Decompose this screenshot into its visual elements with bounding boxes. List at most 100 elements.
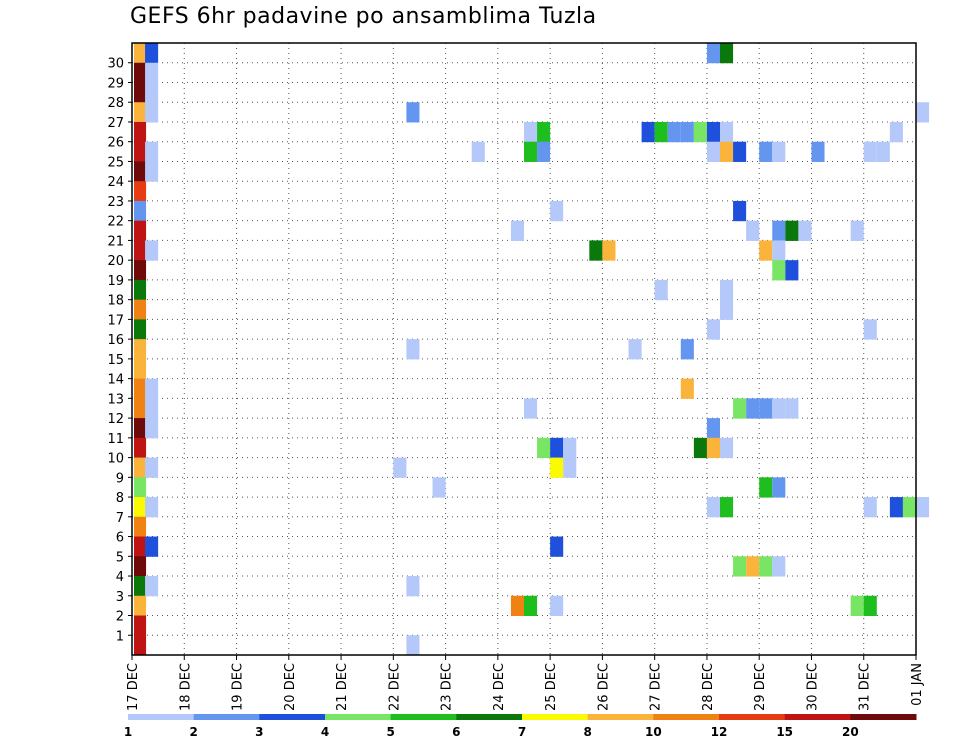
heatmap-cell <box>145 536 159 557</box>
heatmap-cell <box>706 497 720 518</box>
y-tick-label: 21 <box>107 234 124 249</box>
heatmap-cell <box>134 516 147 538</box>
legend-swatch <box>719 714 786 720</box>
heatmap-cell <box>706 121 720 143</box>
heatmap-cell <box>406 635 420 656</box>
y-tick-label: 18 <box>107 294 124 309</box>
heatmap-cell <box>432 477 446 498</box>
y-tick-label: 6 <box>116 531 124 546</box>
legend-label: 20 <box>842 725 859 739</box>
heatmap-cell <box>693 121 707 143</box>
heatmap-cell <box>134 121 147 143</box>
heatmap-cell <box>850 595 864 617</box>
y-tick-label: 10 <box>107 452 124 467</box>
plot-frame <box>131 42 917 656</box>
y-tick-label: 20 <box>107 254 124 269</box>
heatmap-cell <box>134 240 147 261</box>
heatmap-cell <box>134 556 147 577</box>
y-tick-label: 11 <box>107 432 124 447</box>
heatmap-cell <box>393 457 407 478</box>
heatmap-cell <box>772 556 786 577</box>
heatmap-cell <box>798 220 812 241</box>
heatmap-cell <box>134 200 147 222</box>
heatmap-cell <box>134 595 147 617</box>
heatmap-cell <box>134 102 147 123</box>
heatmap-cell <box>706 43 720 64</box>
heatmap-cell <box>134 497 147 518</box>
heatmap-cell <box>759 556 773 577</box>
heatmap-cell <box>876 141 890 162</box>
y-tick-label: 12 <box>107 412 124 427</box>
legend-label: 15 <box>776 725 793 739</box>
y-tick-label: 1 <box>116 629 124 644</box>
legend-label: 8 <box>583 725 591 739</box>
heatmap-cell <box>145 418 159 439</box>
heatmap-cell <box>145 141 159 162</box>
heatmap-cell <box>654 279 668 301</box>
heatmap-cell <box>746 220 760 241</box>
heatmap-cell <box>733 141 747 162</box>
heatmap-cell <box>772 141 786 162</box>
heatmap-cell <box>134 378 147 399</box>
heatmap-cell <box>720 279 734 301</box>
y-tick-label: 25 <box>107 155 124 170</box>
heatmap-cell <box>916 102 930 123</box>
y-tick-label: 13 <box>107 392 124 407</box>
heatmap-cell <box>134 141 147 162</box>
heatmap-cell <box>510 595 524 617</box>
legend-label: 10 <box>645 725 662 739</box>
x-tick-label: 23 DEC <box>440 663 455 711</box>
heatmap-cell <box>510 220 524 241</box>
heatmap-cell <box>406 102 420 123</box>
heatmap-cell <box>537 437 551 459</box>
heatmap-cell <box>524 595 538 617</box>
heatmap-cell <box>134 181 147 202</box>
heatmap-cell <box>134 82 147 103</box>
y-tick-label: 14 <box>107 373 124 388</box>
heatmap-cell <box>733 556 747 577</box>
heatmap-cell <box>759 240 773 261</box>
heatmap-cell <box>134 260 147 281</box>
heatmap-cell <box>563 457 577 478</box>
heatmap-cell <box>550 595 564 617</box>
heatmap-cell <box>772 477 786 498</box>
heatmap-cell <box>720 299 734 320</box>
heatmap-cell <box>759 398 773 419</box>
heatmap-cell <box>811 141 825 162</box>
heatmap-cell <box>134 437 147 459</box>
heatmap-cell <box>628 339 642 360</box>
heatmap-cell <box>680 121 694 143</box>
heatmap-cell <box>145 457 159 478</box>
heatmap-cell <box>785 398 799 419</box>
heatmap-cell <box>406 339 420 360</box>
y-tick-label: 7 <box>116 511 124 526</box>
y-tick-label: 24 <box>107 175 124 190</box>
heatmap-cell <box>134 161 147 182</box>
heatmap-cell <box>720 437 734 459</box>
y-tick-label: 26 <box>107 136 124 151</box>
heatmap-cell <box>134 536 147 557</box>
y-tick-label: 19 <box>107 274 124 289</box>
heatmap-cell <box>889 497 903 518</box>
heatmap-cell <box>720 121 734 143</box>
heatmap-cell <box>134 576 147 597</box>
heatmap-cell <box>145 82 159 103</box>
x-tick-label: 21 DEC <box>335 663 350 711</box>
y-tick-label: 17 <box>107 313 124 328</box>
x-tick-label: 27 DEC <box>649 663 664 711</box>
heatmap-cell <box>889 121 903 143</box>
heatmap-cell <box>680 378 694 399</box>
x-tick-label: 01 JAN <box>910 663 925 706</box>
heatmap-cell <box>746 398 760 419</box>
heatmap-cell <box>134 635 147 656</box>
legend-swatch <box>390 714 457 720</box>
heatmap-cell <box>524 121 538 143</box>
heatmap-cell <box>720 43 734 64</box>
heatmap-cell <box>706 418 720 439</box>
heatmap-cell <box>145 161 159 182</box>
heatmap-cell <box>145 497 159 518</box>
heatmap-cell <box>902 497 916 518</box>
heatmap-cell <box>406 576 420 597</box>
heatmap-cell <box>134 339 147 360</box>
y-tick-label: 9 <box>116 471 124 486</box>
